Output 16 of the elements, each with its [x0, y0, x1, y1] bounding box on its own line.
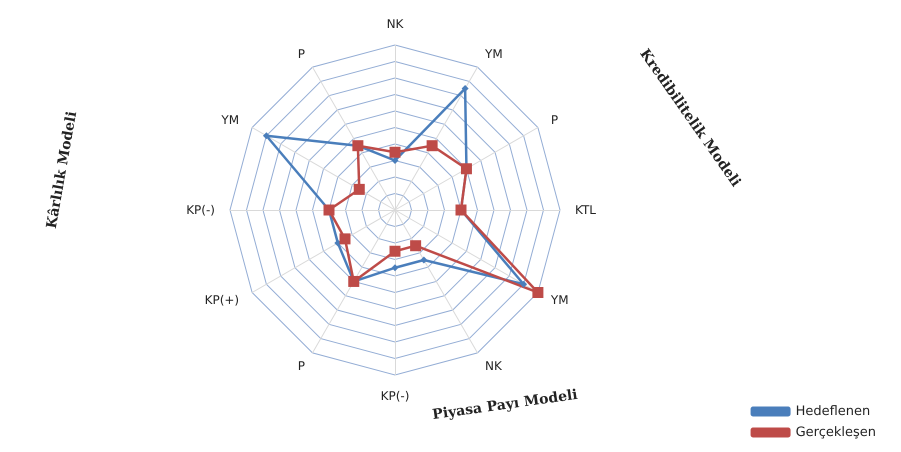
text: Kârlılık Modeli: [44, 110, 80, 230]
spoke-label: NK: [485, 358, 503, 373]
legend-label: Hedeflenen: [796, 404, 870, 419]
spoke-label: YM: [550, 293, 569, 307]
spoke-label: NK: [386, 17, 405, 31]
spoke-label: P: [298, 358, 305, 373]
text: Piyasa Payı Modeli: [431, 386, 579, 424]
spoke-label: KP(-): [186, 203, 215, 217]
spoke-label: YM: [220, 113, 240, 127]
spoke-label: P: [298, 47, 305, 62]
spoke-label: KP(+): [204, 293, 240, 307]
spoke-label: YM: [484, 47, 503, 62]
spoke-label: KP(-): [380, 389, 410, 403]
spoke-label: KTL: [575, 203, 596, 217]
spoke-label: P: [550, 113, 558, 127]
legend-label: Gerçekleşen: [796, 425, 876, 440]
